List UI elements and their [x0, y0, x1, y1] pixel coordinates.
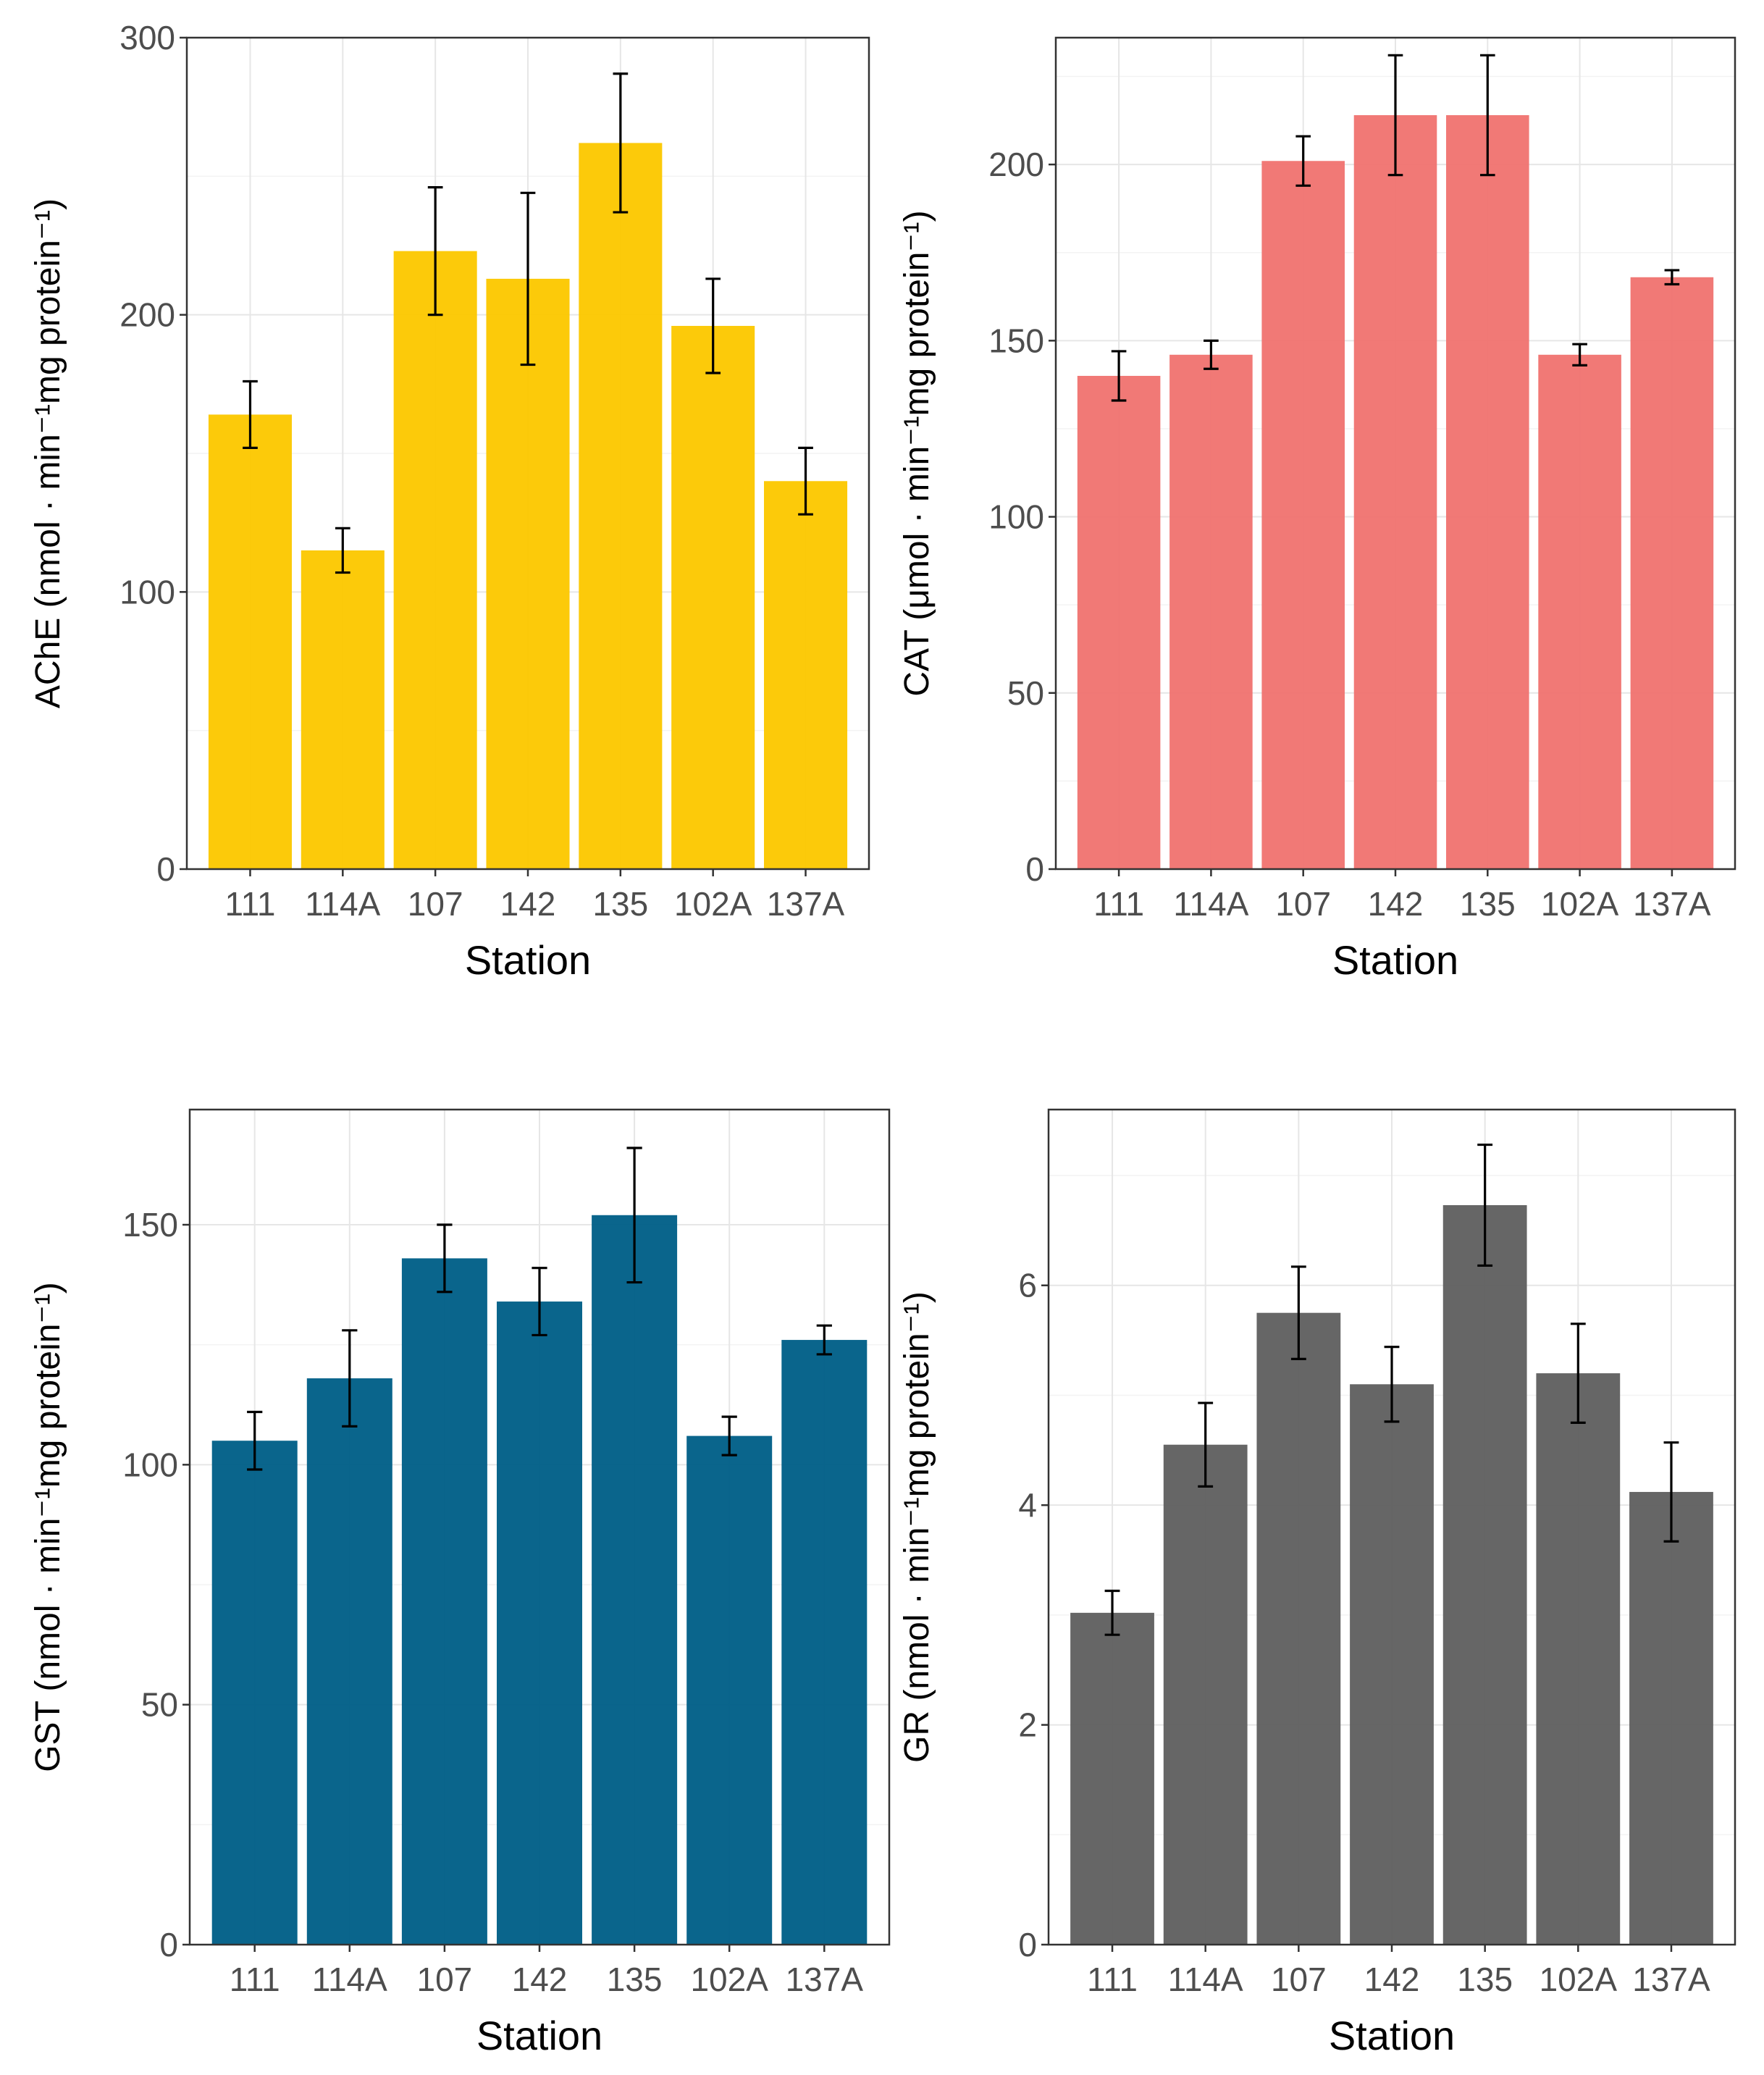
- cat-x-axis-title: Station: [1332, 937, 1458, 983]
- ache-y-tick-label: 0: [156, 850, 175, 888]
- gst-x-tick-label-102a: 102A: [690, 1961, 768, 1998]
- ache-x-tick-label-137a: 137A: [767, 885, 845, 923]
- gr-y-tick-label: 4: [1018, 1486, 1037, 1524]
- ache-x-tick-label-135: 135: [592, 885, 648, 923]
- cat-y-tick-label: 200: [988, 146, 1044, 183]
- gst-bar-114a: [306, 1378, 392, 1945]
- gst-y-tick-label: 50: [141, 1686, 178, 1724]
- gst-bar-142: [497, 1301, 582, 1945]
- ache-bar-135: [579, 143, 663, 869]
- gr-x-tick-label-114a: 114A: [1168, 1961, 1243, 1998]
- ache-bar-142: [486, 278, 570, 869]
- gr-bar-142: [1350, 1384, 1434, 1945]
- ache-bar-107: [393, 251, 477, 869]
- cat-bar-102a: [1538, 354, 1621, 869]
- gr-bar-135: [1442, 1204, 1527, 1945]
- ache-x-tick-label-111: 111: [225, 885, 276, 923]
- ache-bar-137a: [763, 481, 848, 869]
- gst-y-tick-label: 100: [122, 1446, 178, 1483]
- gst-x-tick-label-137a: 137A: [786, 1961, 864, 1998]
- gst-y-tick-label: 150: [122, 1206, 178, 1244]
- cat-bar-137a: [1630, 277, 1714, 869]
- cat-bar-107: [1261, 161, 1345, 869]
- ache-x-tick-label-102a: 102A: [674, 885, 752, 923]
- cat-bar-142: [1353, 115, 1437, 869]
- gr-panel: 0 2 4 6 111 114A 107 142 135 102A 137A Station GR (n…: [898, 1108, 1736, 2058]
- ache-x-tick-label-142: 142: [500, 885, 556, 923]
- cat-x-tick-label-114a: 114A: [1173, 885, 1248, 923]
- ache-y-tick-label: 300: [119, 19, 175, 56]
- cat-y-tick-label: 100: [988, 498, 1044, 536]
- cat-x-tick-label-137a: 137A: [1633, 885, 1711, 923]
- cat-y-tick-label: 50: [1007, 674, 1044, 712]
- gst-bar-107: [401, 1258, 487, 1945]
- ache-bar-114a: [301, 550, 385, 869]
- gr-y-tick-label: 2: [1018, 1706, 1037, 1744]
- cat-x-tick-label-107: 107: [1275, 885, 1331, 923]
- gr-x-axis-title: Station: [1329, 2013, 1455, 2058]
- gst-x-axis-title: Station: [476, 2013, 602, 2058]
- cat-x-tick-label-102a: 102A: [1541, 885, 1619, 923]
- cat-x-tick-label-111: 111: [1093, 885, 1144, 923]
- cat-bar-114a: [1169, 354, 1253, 869]
- ache-x-tick-label-107: 107: [408, 885, 463, 923]
- ache-y-tick-label: 100: [119, 573, 175, 611]
- cat-y-axis-title: CAT (μmol · min⁻¹mg protein⁻¹): [898, 210, 936, 696]
- gr-y-axis-title: GR (nmol · min⁻¹mg protein⁻¹): [898, 1291, 936, 1763]
- gr-y-tick-label: 6: [1018, 1267, 1037, 1304]
- ache-x-tick-label-114a: 114A: [305, 885, 380, 923]
- gst-x-tick-label-135: 135: [607, 1961, 663, 1998]
- gr-x-tick-label-111: 111: [1087, 1961, 1138, 1998]
- ache-panel: 0 100 200 300 111 114A 107 142 135 102A 137A Statio…: [29, 19, 870, 983]
- cat-x-tick-label-135: 135: [1460, 885, 1516, 923]
- gst-bar-135: [592, 1215, 678, 1945]
- cat-y-tick-label: 150: [988, 322, 1044, 359]
- gst-x-tick-label-142: 142: [512, 1961, 568, 1998]
- ache-bar-111: [208, 414, 293, 869]
- ache-y-axis-title: AChE (nmol · min⁻¹mg protein⁻¹): [29, 198, 67, 708]
- gr-x-tick-label-102a: 102A: [1540, 1961, 1618, 1998]
- cat-x-tick-label-142: 142: [1368, 885, 1424, 923]
- gst-bar-111: [211, 1441, 298, 1945]
- ache-y-tick-label: 200: [119, 296, 175, 334]
- gr-y-tick-label: 0: [1018, 1926, 1037, 1963]
- cat-bar-135: [1446, 115, 1529, 869]
- gr-bar-102a: [1536, 1373, 1621, 1945]
- gr-bar-107: [1256, 1312, 1341, 1945]
- gr-x-tick-label-137a: 137A: [1632, 1961, 1710, 1998]
- gr-bar-137a: [1629, 1491, 1713, 1945]
- cat-panel: 0 50 100 150 200 111 114A 107 142 135 102A 137A Stat…: [898, 36, 1736, 983]
- gr-bar-111: [1070, 1612, 1154, 1945]
- ache-x-axis-title: Station: [465, 937, 591, 983]
- gr-x-tick-label-107: 107: [1271, 1961, 1327, 1998]
- gst-x-tick-label-107: 107: [417, 1961, 473, 1998]
- cat-y-tick-label: 0: [1025, 850, 1044, 888]
- cat-bar-111: [1077, 375, 1161, 869]
- gr-x-tick-label-142: 142: [1364, 1961, 1420, 1998]
- gr-bar-114a: [1163, 1444, 1248, 1945]
- gst-y-axis-title: GST (nmol · min⁻¹mg protein⁻¹): [29, 1282, 67, 1772]
- gst-bar-137a: [781, 1340, 868, 1945]
- gst-bar-102a: [686, 1435, 773, 1945]
- gr-x-tick-label-135: 135: [1457, 1961, 1513, 1998]
- ache-bar-102a: [671, 325, 755, 869]
- gst-panel: 0 50 100 150 111 114A 107 142 135 102A 137A Station…: [29, 1108, 891, 2058]
- gst-x-tick-label-111: 111: [230, 1961, 280, 1998]
- gst-y-tick-label: 0: [159, 1926, 178, 1963]
- gst-x-tick-label-114a: 114A: [312, 1961, 387, 1998]
